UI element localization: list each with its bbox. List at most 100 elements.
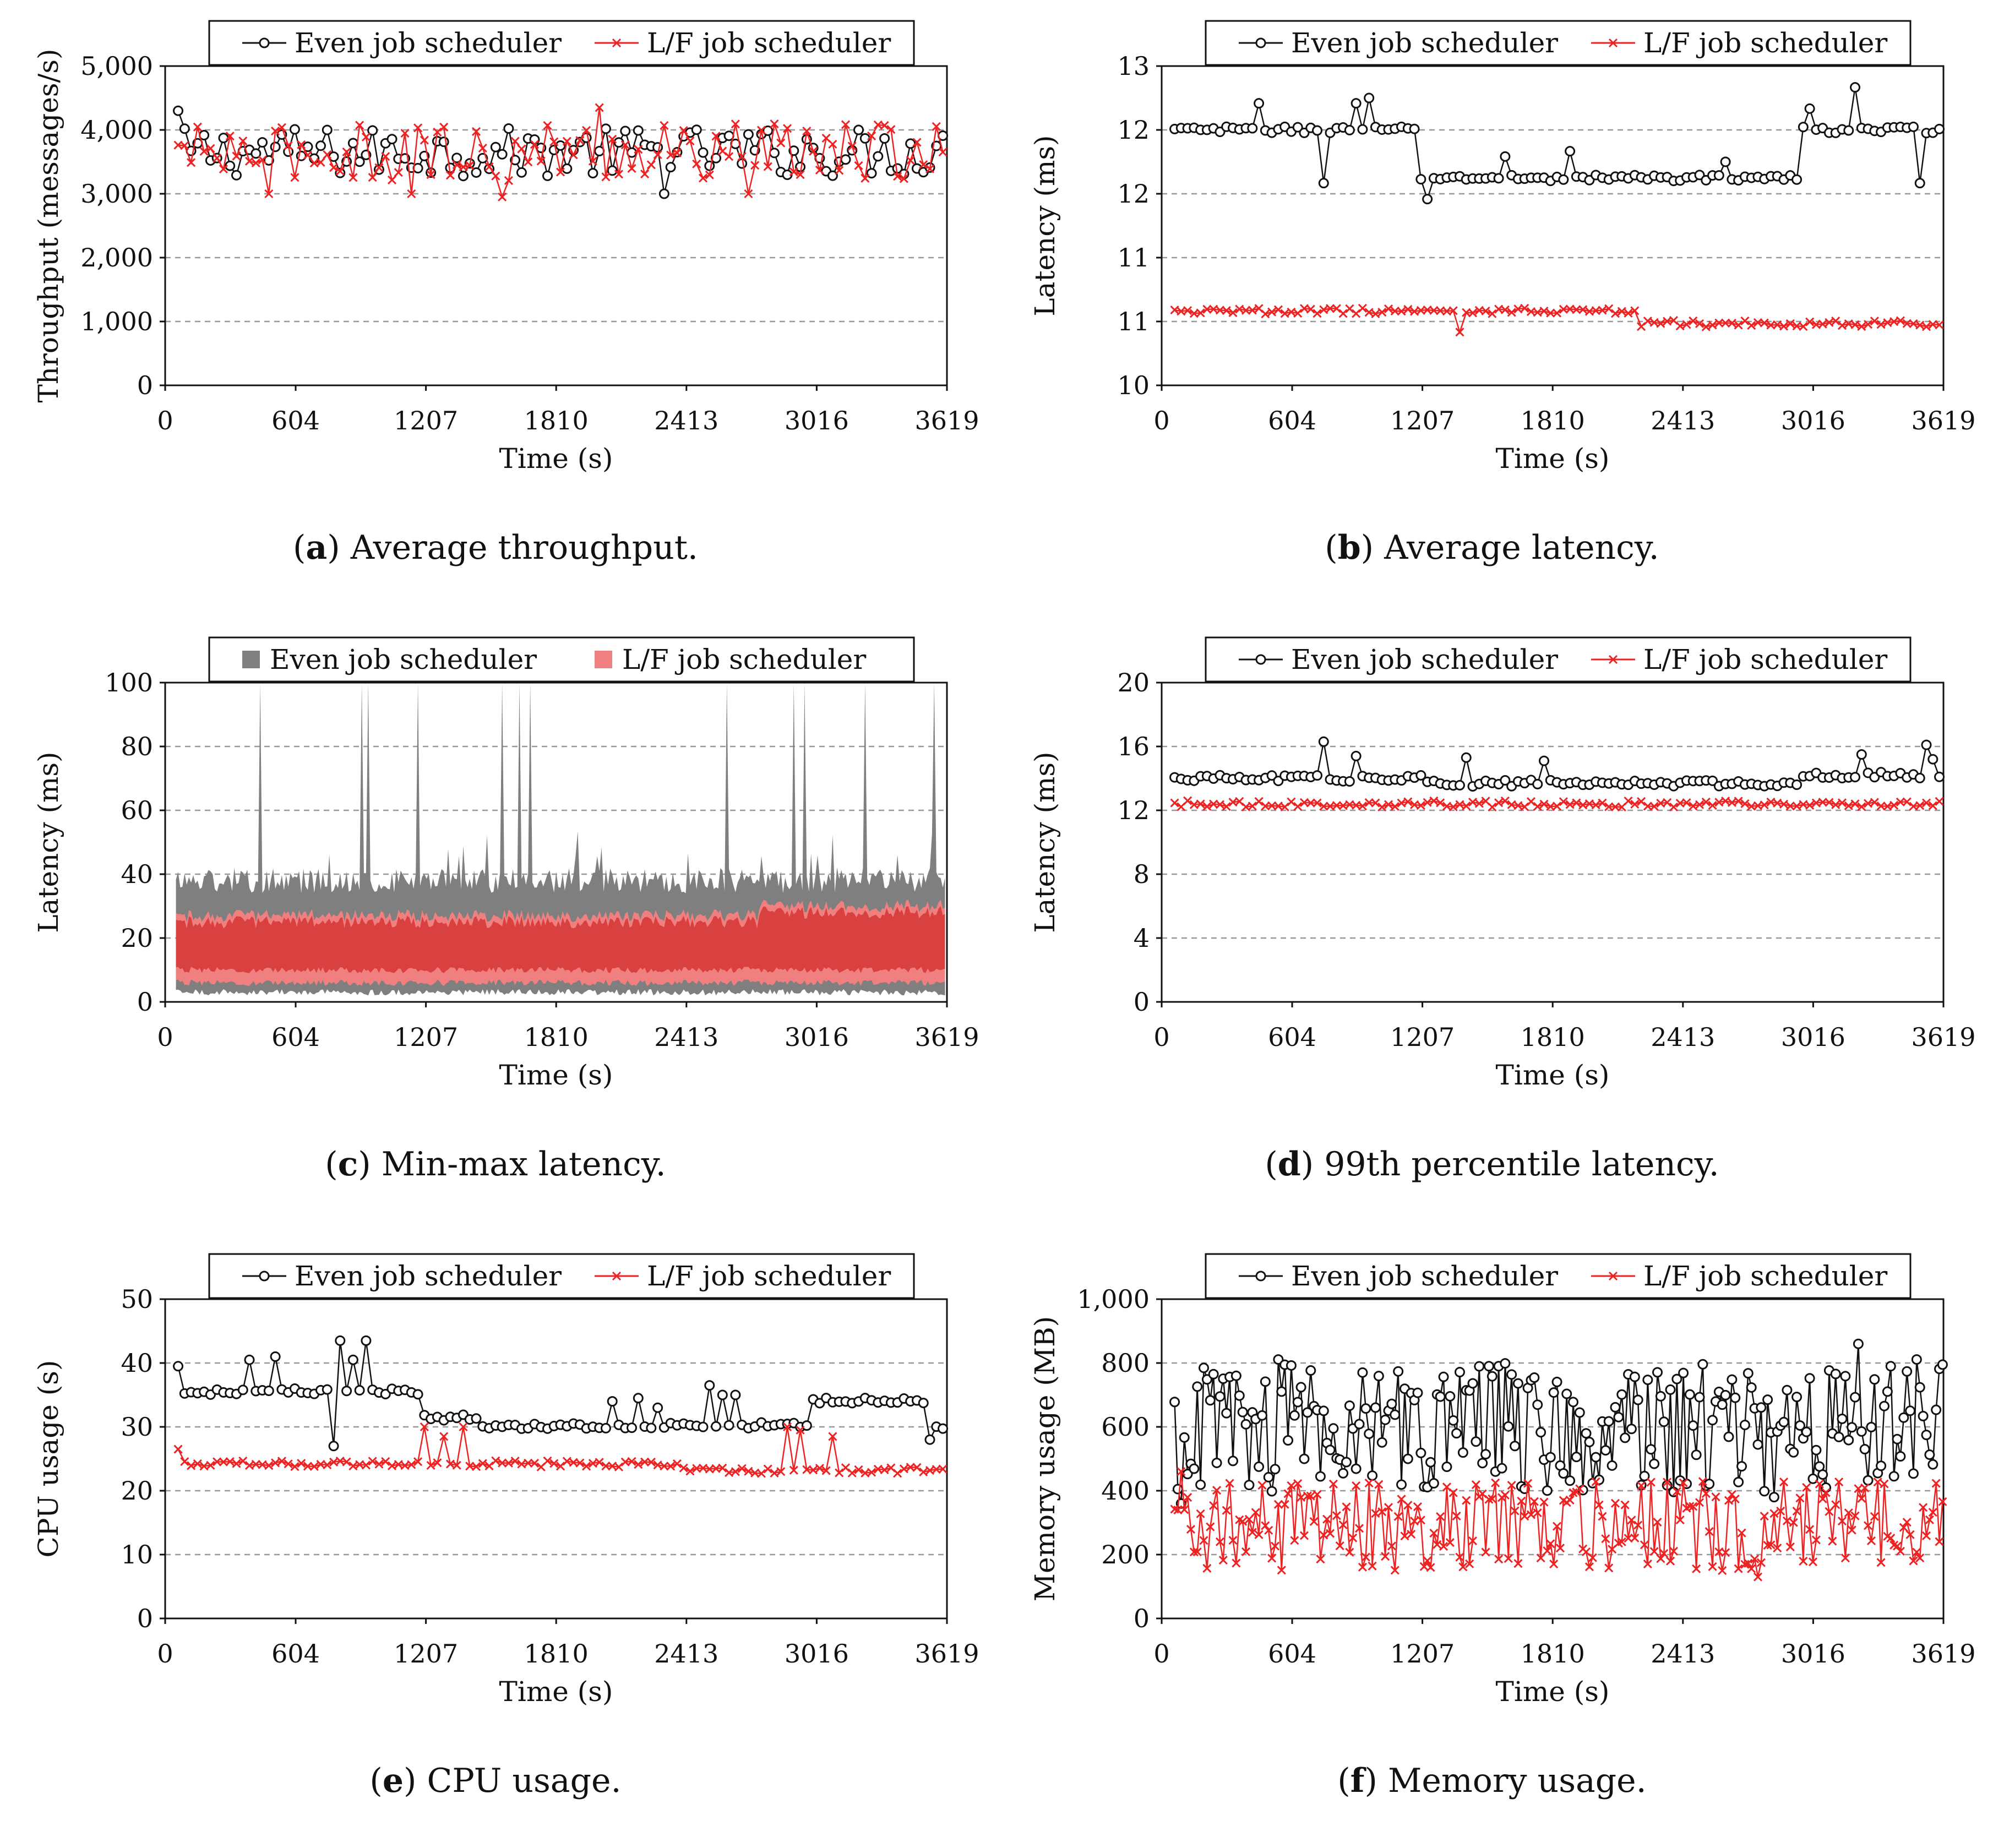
data-point	[1708, 1562, 1717, 1571]
data-point	[1387, 1541, 1396, 1551]
data-point	[1744, 1558, 1753, 1568]
y-tick-label: 1,000	[80, 307, 153, 336]
data-point	[1870, 317, 1879, 326]
data-point	[1713, 170, 1724, 181]
y-tick-label: 5,000	[80, 51, 153, 81]
data-point	[1423, 798, 1432, 807]
data-point	[1552, 1522, 1562, 1531]
data-point	[1669, 1546, 1678, 1556]
data-point	[1863, 1475, 1874, 1486]
data-point	[866, 168, 877, 179]
data-point	[297, 140, 306, 149]
y-tick-label: 13	[1117, 51, 1150, 81]
data-point	[1682, 798, 1691, 808]
data-point	[225, 132, 235, 141]
data-point	[1805, 800, 1815, 810]
data-point	[1429, 1528, 1439, 1538]
data-point	[1613, 1411, 1624, 1422]
data-point	[193, 1459, 202, 1468]
x-axis: 0 604 1207 1810 2413 3016 3619	[157, 1002, 979, 1052]
data-point	[1493, 173, 1504, 184]
legend-box	[1205, 1253, 1912, 1299]
data-point	[1199, 1362, 1210, 1373]
data-point	[1671, 1373, 1682, 1384]
data-point	[1422, 194, 1433, 205]
data-point	[258, 155, 267, 165]
data-point	[1261, 309, 1270, 319]
data-point	[1513, 801, 1523, 810]
data-point	[1708, 800, 1717, 810]
data-point	[232, 1459, 241, 1468]
area-lf-inner	[176, 906, 945, 973]
data-point	[1559, 304, 1568, 314]
y-tick-label: 0	[137, 1604, 153, 1633]
data-point	[1804, 1373, 1815, 1384]
data-point	[199, 146, 209, 156]
data-point	[841, 1463, 851, 1473]
data-point	[1289, 1410, 1300, 1421]
data-point	[1260, 1376, 1271, 1387]
data-point	[407, 1460, 416, 1469]
data-point	[1471, 1436, 1482, 1447]
data-point	[355, 121, 364, 130]
data-point	[1717, 1399, 1728, 1410]
data-point	[206, 1460, 215, 1470]
data-point	[685, 137, 695, 146]
data-point	[1804, 103, 1815, 114]
data-point	[1500, 796, 1510, 806]
data-point	[1374, 1480, 1384, 1489]
data-point	[504, 1458, 513, 1468]
data-point	[1215, 1537, 1225, 1546]
data-point	[555, 140, 566, 151]
data-point	[938, 1464, 948, 1474]
data-point	[1714, 318, 1724, 328]
data-point	[1286, 1360, 1297, 1371]
data-point	[1358, 802, 1367, 811]
data-point	[1280, 802, 1289, 811]
data-point	[1293, 1479, 1303, 1489]
data-point	[1539, 306, 1549, 316]
data-point	[1436, 798, 1445, 808]
chart-panel-99th-latency: 0 4 8 12 16 20 0 604 1207 1810 2413 3016 3619 Time (s…	[997, 617, 1987, 1228]
data-point	[1533, 802, 1542, 811]
x-tick-label: 1207	[394, 1639, 458, 1669]
x-tick-label: 1810	[1521, 1022, 1585, 1052]
data-point	[1415, 174, 1426, 185]
data-point	[1675, 321, 1685, 331]
x-tick-label: 3016	[785, 1022, 849, 1052]
data-point	[238, 1456, 248, 1465]
data-point	[1624, 796, 1633, 806]
data-point	[1558, 174, 1569, 185]
data-point	[1737, 1528, 1746, 1538]
data-point	[679, 126, 688, 135]
data-point	[1834, 1478, 1844, 1487]
data-point	[1844, 1508, 1853, 1518]
data-point	[1313, 1490, 1322, 1499]
y-tick-label: 800	[1101, 1348, 1150, 1378]
data-point	[1468, 798, 1478, 807]
x-tick-label: 1207	[1390, 406, 1455, 435]
data-point	[413, 1457, 423, 1467]
legend-marker	[1608, 38, 1618, 48]
data-point	[1183, 1493, 1192, 1502]
data-point	[1937, 1359, 1948, 1370]
data-point	[1689, 1502, 1698, 1511]
legend-marker	[1255, 654, 1266, 665]
data-point	[1718, 1566, 1727, 1576]
data-point	[1496, 1463, 1507, 1474]
y-axis-label: Latency (ms)	[32, 751, 64, 933]
x-tick-label: 1810	[1521, 1639, 1585, 1669]
data-point	[1701, 322, 1711, 331]
x-tick-label: 3619	[1911, 1022, 1975, 1052]
data-point	[809, 1465, 818, 1475]
data-point	[420, 135, 429, 145]
series-even	[1169, 1338, 1948, 1509]
data-point	[180, 141, 189, 150]
data-point	[1708, 320, 1717, 330]
x-tick-label: 1207	[1390, 1639, 1455, 1669]
data-point	[1909, 319, 1918, 329]
data-point	[1663, 798, 1672, 807]
data-point	[835, 1468, 844, 1478]
data-point	[1477, 1458, 1488, 1469]
series-even	[1169, 82, 1945, 205]
